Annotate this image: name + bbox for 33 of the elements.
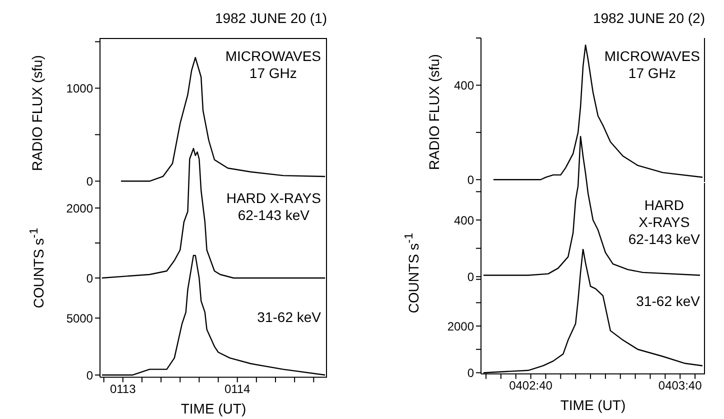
y-tick-label: 5000 xyxy=(66,311,94,326)
y-axis-title: RADIO FLUX (sfu) xyxy=(426,54,442,170)
annotation: 31-62 keV xyxy=(636,293,700,310)
annotation: 31-62 keV xyxy=(257,309,321,326)
y-tick-label: 2000 xyxy=(447,319,474,334)
x-tick-label: 0403:40 xyxy=(658,378,702,392)
y-tick-label: 0 xyxy=(467,173,474,188)
annotation: 17 GHz xyxy=(248,65,298,82)
annotation: HARD X-RAYS xyxy=(226,190,321,207)
annotation: MICROWAVES xyxy=(604,48,700,65)
y-tick-label: 0 xyxy=(467,270,474,284)
annotation: 62-143 keV xyxy=(628,230,700,248)
y-tick-label: 1000 xyxy=(66,81,94,96)
y-tick-label: 0 xyxy=(86,174,94,188)
x-axis-title: TIME (UT) xyxy=(180,400,246,416)
annotation: 17 GHz xyxy=(627,64,677,82)
y-tick-label: 0 xyxy=(467,366,474,380)
x-tick-label: 0113 xyxy=(110,382,136,396)
annotation: X-RAYS xyxy=(638,214,691,231)
x-axis-title: TIME (UT) xyxy=(560,396,626,413)
y-tick-label: 2000 xyxy=(66,201,94,216)
y-tick-label: 400 xyxy=(454,214,474,228)
y-axis-title: RADIO FLUX (sfu) xyxy=(29,55,45,171)
y-tick-label: 0 xyxy=(86,271,94,286)
x-tick-label: 0402:40 xyxy=(509,378,553,392)
annotation: HARD xyxy=(643,196,686,214)
x-tick-label: 0114 xyxy=(224,382,251,396)
annotation: 62-143 keV xyxy=(236,207,310,224)
y-tick-label: 400 xyxy=(454,78,474,93)
y-tick-label: 0 xyxy=(86,368,94,382)
chart-title: 1982 JUNE 20 (2) xyxy=(592,10,705,26)
annotation: MICROWAVES xyxy=(225,48,321,65)
chart-title: 1982 JUNE 20 (1) xyxy=(214,10,327,26)
